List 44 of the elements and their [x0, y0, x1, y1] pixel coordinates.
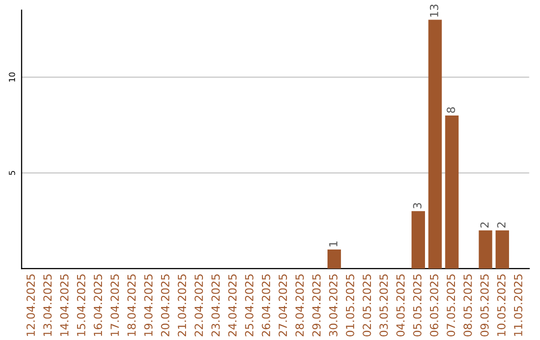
x-tick-label: 05.05.2025: [413, 274, 422, 336]
data-label: 13: [430, 4, 438, 17]
x-tick-label: 16.04.2025: [94, 274, 102, 336]
x-tick-label: 18.04.2025: [127, 274, 136, 336]
bar: [496, 230, 510, 269]
bar: [445, 115, 459, 269]
x-tick-label: 12.04.2025: [26, 274, 35, 336]
y-tick-label: 5: [8, 170, 16, 175]
x-tick-label: 13.04.2025: [43, 274, 52, 336]
x-tick-label: 27.04.2025: [278, 274, 288, 336]
x-tick-label: 09.05.2025: [480, 274, 489, 336]
x-tick-label: 29.04.2025: [312, 274, 321, 336]
x-tick-label: 01.05.2025: [346, 274, 354, 336]
x-tick-label: 15.04.2025: [76, 274, 86, 336]
data-label: 2: [480, 222, 489, 228]
x-tick-label: 03.05.2025: [379, 274, 388, 336]
x-tick-label: 23.04.2025: [211, 274, 220, 336]
x-tick-label: 14.04.2025: [60, 274, 69, 336]
x-tick-label: 30.04.2025: [329, 274, 338, 336]
bar: [328, 249, 341, 269]
x-tick-label: 08.05.2025: [464, 274, 472, 336]
x-tick-label: 04.05.2025: [396, 274, 405, 336]
x-tick-label: 07.05.2025: [446, 274, 456, 336]
bar: [412, 211, 425, 269]
x-tick-label: 20.04.2025: [160, 274, 170, 336]
bar: [428, 20, 442, 269]
x-tick-label: 10.05.2025: [497, 274, 506, 336]
x-tick-label: 11.05.2025: [514, 274, 522, 336]
data-label: 8: [446, 107, 456, 113]
x-tick-label: 19.04.2025: [144, 274, 153, 336]
x-tick-label: 24.04.2025: [228, 274, 237, 336]
x-tick-label: 26.04.2025: [262, 274, 270, 336]
data-label: 1: [329, 242, 338, 246]
x-tick-label: 06.05.2025: [430, 274, 438, 336]
data-label: 3: [413, 203, 422, 208]
x-tick-label: 17.04.2025: [110, 274, 119, 336]
y-tick-label: 10: [8, 72, 16, 82]
x-tick-label: 21.04.2025: [178, 274, 186, 336]
data-label: 2: [497, 222, 506, 228]
bar: [478, 230, 492, 269]
x-tick-label: 28.04.2025: [295, 274, 304, 336]
x-tick-label: 25.04.2025: [245, 274, 254, 336]
x-tick-label: 02.05.2025: [362, 274, 372, 336]
x-tick-label: 22.04.2025: [194, 274, 203, 336]
